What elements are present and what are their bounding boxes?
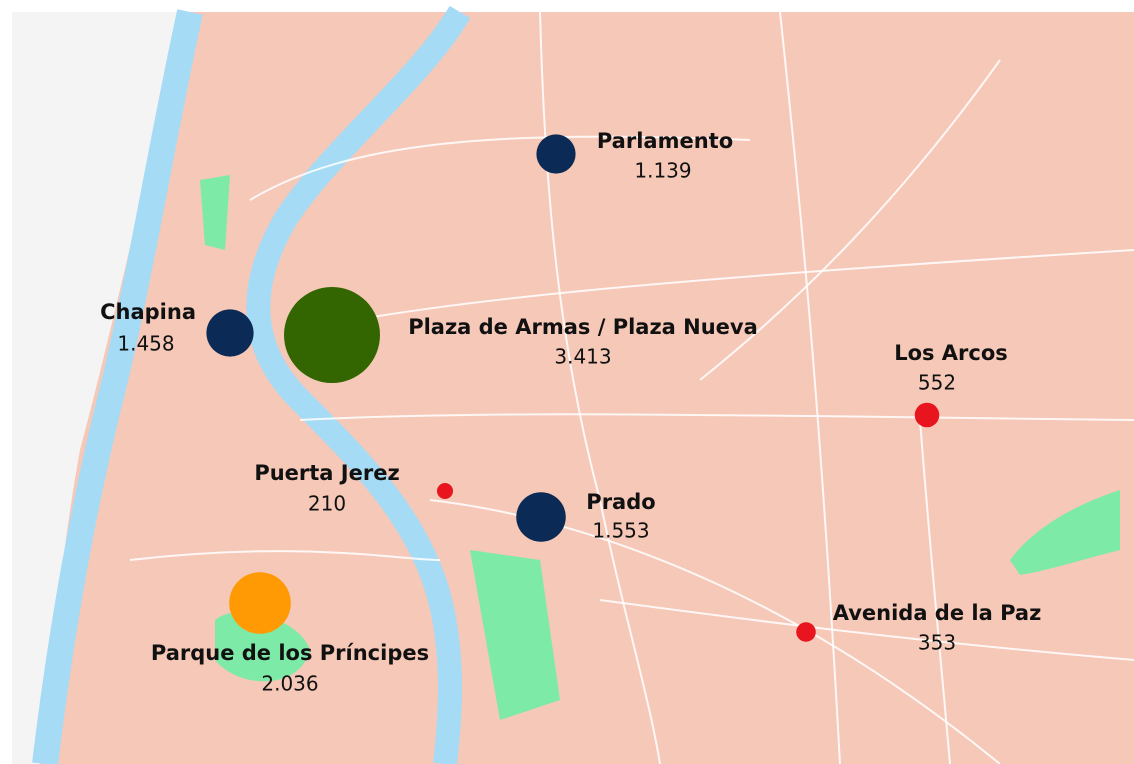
station-value: 210	[308, 492, 346, 516]
basemap	[12, 5, 1134, 764]
station-name: Parque de los Príncipes	[151, 641, 429, 665]
streets	[129, 11, 1134, 764]
station-marker	[796, 622, 816, 642]
station-name: Prado	[586, 490, 655, 514]
station-marker	[914, 402, 940, 428]
station-name: Plaza de Armas / Plaza Nueva	[408, 315, 758, 339]
station-value: 2.036	[261, 672, 318, 696]
station-value: 353	[918, 631, 956, 655]
station-value: 1.139	[634, 159, 691, 183]
station-name: Avenida de la Paz	[833, 601, 1042, 625]
station-marker	[229, 572, 291, 634]
station-marker	[206, 309, 254, 357]
station-name: Chapina	[100, 300, 196, 324]
station-marker	[437, 483, 453, 499]
station-name: Parlamento	[597, 129, 733, 153]
station-value: 3.413	[554, 345, 611, 369]
station-marker	[536, 134, 576, 174]
station-value: 1.458	[117, 332, 174, 356]
station-marker	[516, 492, 566, 542]
station-value: 552	[918, 371, 956, 395]
station-name: Puerta Jerez	[254, 461, 399, 485]
station-marker	[284, 287, 380, 383]
stations: Parlamento 1.139 Chapina 1.458 Plaza de Arma…	[100, 129, 1041, 696]
station-name: Los Arcos	[894, 341, 1008, 365]
station-value: 1.553	[592, 519, 649, 543]
